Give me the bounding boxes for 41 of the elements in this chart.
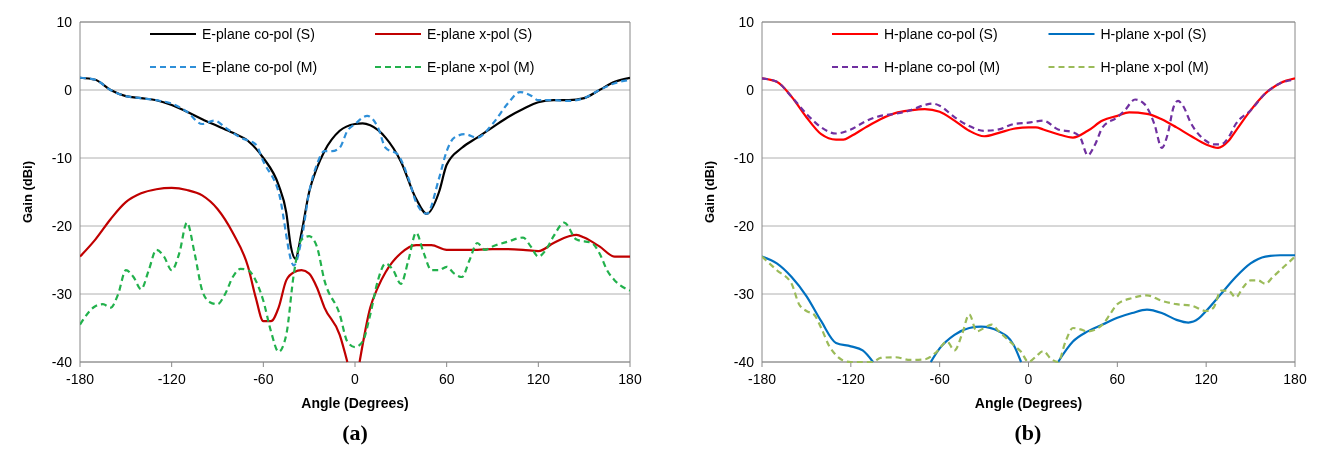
- x-tick-label: 180: [618, 371, 642, 387]
- y-tick-label: -20: [51, 218, 73, 234]
- x-tick-label: 180: [1283, 371, 1307, 387]
- x-tick-label: 120: [1194, 371, 1219, 387]
- y-tick-label: 0: [746, 82, 755, 98]
- y-tick-label: -10: [733, 150, 755, 166]
- y-tick-label: 10: [738, 14, 755, 30]
- x-axis-title: Angle (Degrees): [301, 395, 409, 411]
- x-tick-label: -180: [747, 371, 777, 387]
- legend-label: H-plane co-pol (S): [884, 26, 998, 42]
- legend-label: H-plane x-pol (S): [1100, 26, 1207, 42]
- y-tick-label: 0: [64, 82, 73, 98]
- legend-label: E-plane co-pol (M): [202, 59, 318, 75]
- x-axis-title: Angle (Degrees): [974, 395, 1083, 411]
- x-tick-label: 0: [1024, 371, 1033, 387]
- y-tick-label: -30: [51, 286, 73, 302]
- y-tick-label: -10: [51, 150, 73, 166]
- legend-label: E-plane x-pol (M): [427, 59, 535, 75]
- x-tick-label: 60: [1109, 371, 1126, 387]
- text: (b): [1014, 420, 1042, 445]
- x-tick-label: -180: [65, 371, 95, 387]
- y-tick-label: -20: [733, 218, 755, 234]
- line-series: [80, 221, 630, 353]
- y-tick-label: -40: [51, 354, 73, 370]
- x-tick-label: -120: [836, 371, 866, 387]
- y-axis-title: Gain (dBi): [702, 160, 717, 224]
- y-tick-label: -40: [733, 354, 755, 370]
- x-tick-label: -60: [929, 371, 950, 387]
- legend-label: H-plane co-pol (M): [884, 59, 1000, 75]
- x-tick-label: 60: [438, 371, 455, 387]
- y-tick-label: -30: [733, 286, 755, 302]
- text: (a): [342, 420, 368, 445]
- x-tick-label: 120: [526, 371, 551, 387]
- y-axis-title: Gain (dBi): [20, 160, 35, 224]
- legend-label: E-plane co-pol (S): [202, 26, 315, 42]
- y-tick-label: 10: [56, 14, 73, 30]
- legend-label: H-plane x-pol (M): [1100, 59, 1209, 75]
- legend-label: E-plane x-pol (S): [427, 26, 533, 42]
- x-tick-label: 0: [351, 371, 360, 387]
- x-tick-label: -60: [253, 371, 274, 387]
- x-tick-label: -120: [157, 371, 186, 387]
